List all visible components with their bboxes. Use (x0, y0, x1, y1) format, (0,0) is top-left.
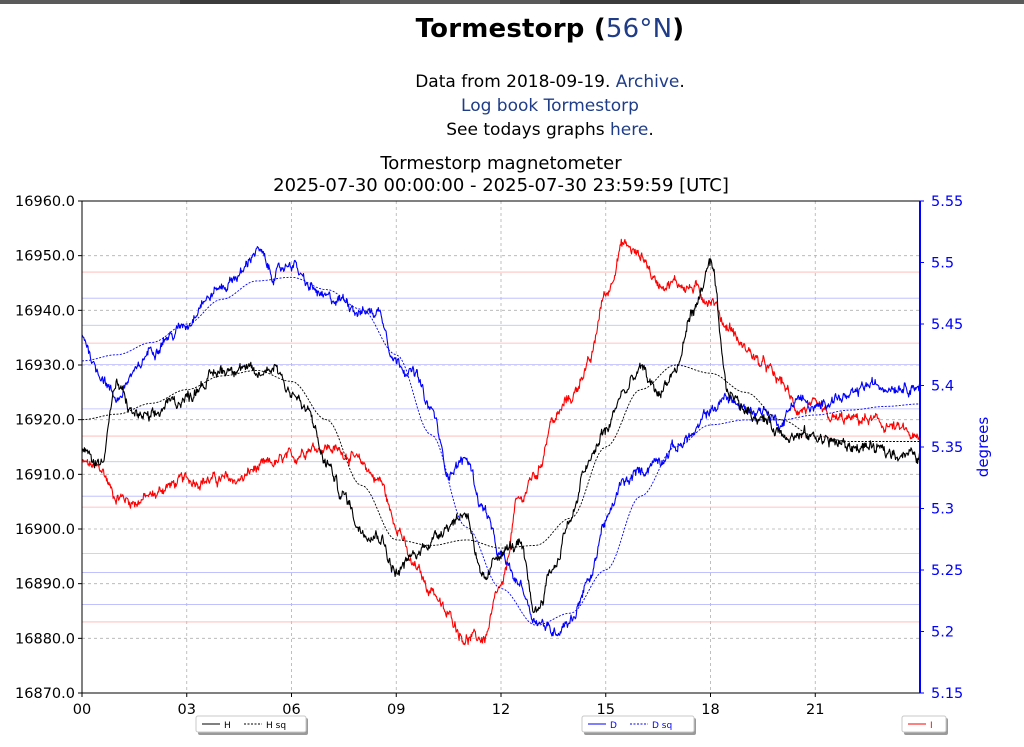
legend-label: D (610, 721, 617, 731)
legend-label: H (224, 721, 231, 731)
y-right-tick-label: 5.3 (931, 502, 954, 518)
y-right-tick-label: 5.25 (931, 563, 963, 579)
y-right-tick-label: 5.2 (931, 625, 954, 641)
y-right-tick-label: 5.4 (931, 379, 954, 395)
y-left-tick-label: 16920.0 (15, 413, 75, 429)
series-line-h-sq (81, 364, 920, 549)
top-bar-segment (560, 0, 800, 4)
y-left-tick-label: 16910.0 (15, 467, 75, 483)
x-tick-label: 03 (178, 702, 196, 718)
y-right-tick-label: 5.5 (931, 256, 954, 272)
y-left-tick-label: 16940.0 (15, 303, 75, 319)
y-left-tick-label: 16960.0 (15, 194, 75, 210)
legend-label: H sq (266, 721, 286, 731)
series-line-i (81, 238, 921, 646)
y-right-axis-label: degrees (974, 417, 992, 478)
y-right-tick-label: 5.15 (931, 686, 963, 702)
logbook-line: Log book Tormestorp (0, 96, 1024, 116)
data-from-text: Data from 2018-09-19. (415, 72, 611, 92)
reference-lines (82, 271, 920, 623)
y-right-tick-label: 5.55 (931, 194, 963, 210)
x-tick-label: 21 (806, 702, 824, 718)
x-tick-label: 18 (701, 702, 719, 718)
chart-title: Tormestorp magnetometer (379, 153, 622, 174)
page-title: Tormestorp (56°N) (415, 14, 685, 44)
latitude-link[interactable]: 56°N (605, 14, 673, 44)
legend-left: H H sq (195, 715, 308, 735)
y-left-tick-label: 16870.0 (15, 686, 75, 702)
y-left-tick-label: 16880.0 (15, 631, 75, 647)
legend-label: D sq (652, 721, 672, 731)
top-bar-segment (180, 0, 340, 4)
logbook-link[interactable]: Log book Tormestorp (461, 96, 639, 116)
chart-subtitle: 2025-07-30 00:00:00 - 2025-07-30 23:59:5… (273, 175, 729, 196)
data-from-line: Data from 2018-09-19. Archive. (415, 72, 685, 92)
legend-right: I (901, 715, 948, 735)
top-bar (0, 0, 1024, 4)
y-right-tick-label: 5.35 (931, 440, 963, 456)
todays-line: See todays graphs here. (446, 120, 654, 140)
series-group (81, 238, 921, 646)
todays-link[interactable]: here (610, 120, 649, 140)
x-tick-label: 09 (387, 702, 405, 718)
y-left-tick-label: 16950.0 (15, 249, 75, 265)
legend-label: I (930, 721, 933, 731)
x-tick-label: 00 (73, 702, 91, 718)
x-tick-label: 15 (597, 702, 615, 718)
y-left-tick-label: 16890.0 (15, 577, 75, 593)
station-name: Tormestorp (415, 14, 585, 44)
series-line-h (81, 258, 921, 614)
y-left-tick-label: 16930.0 (15, 358, 75, 374)
archive-link[interactable]: Archive (615, 72, 680, 92)
x-tick-label: 06 (282, 702, 300, 718)
legend-center-right: D D sq (581, 715, 696, 735)
todays-text: See todays graphs (446, 120, 605, 140)
x-tick-label: 12 (492, 702, 510, 718)
y-left-tick-label: 16900.0 (15, 522, 75, 538)
y-right-tick-label: 5.45 (931, 317, 963, 333)
